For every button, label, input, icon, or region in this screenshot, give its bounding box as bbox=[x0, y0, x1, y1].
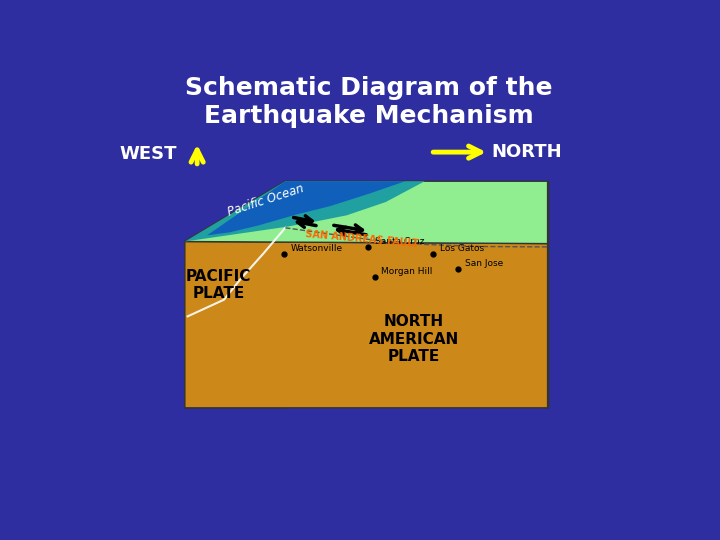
Text: Watsonville: Watsonville bbox=[291, 244, 343, 253]
Polygon shape bbox=[207, 181, 405, 235]
Text: NORTH
AMERICAN
PLATE: NORTH AMERICAN PLATE bbox=[369, 314, 459, 364]
Polygon shape bbox=[185, 181, 285, 408]
Text: San Jose: San Jose bbox=[465, 259, 503, 268]
Text: WEST: WEST bbox=[119, 145, 176, 163]
Text: PACIFIC
PLATE: PACIFIC PLATE bbox=[186, 269, 251, 301]
Text: Los Gatos: Los Gatos bbox=[440, 244, 484, 253]
Text: Santa Cruz: Santa Cruz bbox=[374, 237, 424, 246]
Text: SAN ANDREAS FAULT: SAN ANDREAS FAULT bbox=[305, 228, 420, 248]
Text: Morgan Hill: Morgan Hill bbox=[382, 267, 433, 275]
Text: Earthquake Mechanism: Earthquake Mechanism bbox=[204, 104, 534, 127]
Polygon shape bbox=[185, 181, 547, 244]
Text: NORTH: NORTH bbox=[492, 143, 562, 161]
Text: Schematic Diagram of the: Schematic Diagram of the bbox=[185, 76, 553, 100]
Polygon shape bbox=[185, 241, 547, 408]
Text: Pacific Ocean: Pacific Ocean bbox=[226, 181, 305, 218]
Polygon shape bbox=[185, 181, 425, 241]
